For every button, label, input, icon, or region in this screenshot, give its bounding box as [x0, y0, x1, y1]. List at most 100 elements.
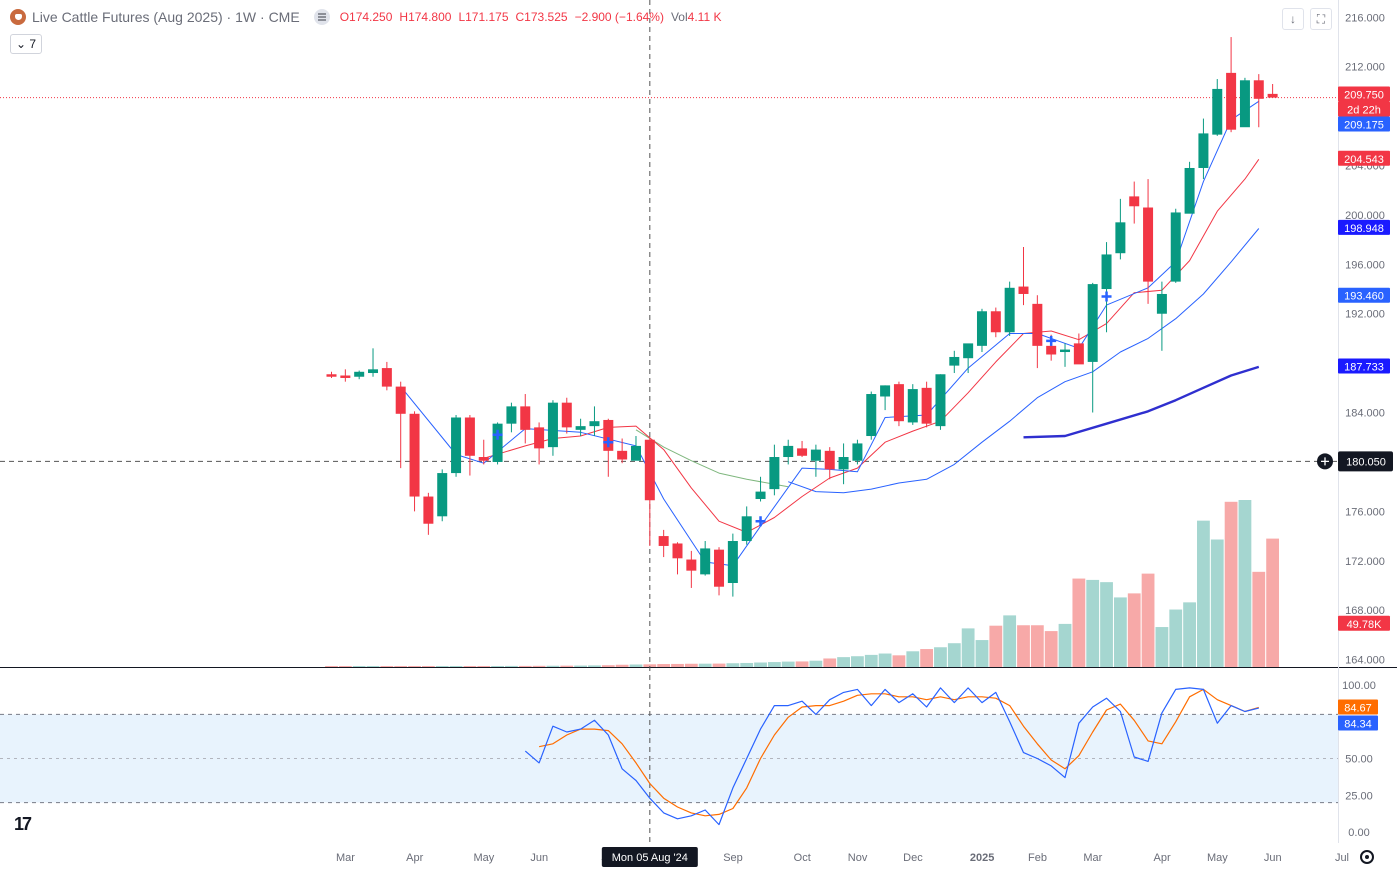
- candle-body: [700, 548, 711, 575]
- interval-label[interactable]: 1W: [235, 9, 257, 25]
- candle-body: [326, 374, 337, 377]
- volume-bar: [1224, 501, 1238, 667]
- volume-bar: [380, 666, 394, 667]
- candle-body: [1239, 80, 1250, 128]
- candle-body: [520, 406, 531, 430]
- volume-bar: [1113, 597, 1127, 667]
- stoch-tick-label: 100.00: [1342, 680, 1376, 692]
- time-tick-label: Nov: [848, 852, 868, 864]
- volume-bar: [588, 665, 601, 667]
- volume-bar: [1044, 631, 1058, 667]
- volume-bar: [435, 666, 449, 667]
- candle-body: [1143, 207, 1154, 282]
- crosshair-price-label: 180.050: [1346, 456, 1386, 468]
- volume-bar: [352, 666, 366, 667]
- close-value: C173.525: [515, 10, 568, 24]
- candle-body: [575, 426, 586, 430]
- price-tick-label: 200.000: [1345, 210, 1385, 222]
- candle-body: [893, 384, 904, 422]
- candle-body: [990, 311, 1001, 333]
- volume-bar: [906, 651, 920, 667]
- volume-bar: [671, 663, 684, 667]
- fullscreen-icon[interactable]: ⛶: [1310, 8, 1332, 30]
- candle-body: [423, 496, 434, 524]
- symbol-title[interactable]: Live Cattle Futures (Aug 2025): [32, 9, 223, 25]
- candle-body: [492, 423, 503, 462]
- gear-icon[interactable]: [1360, 850, 1374, 864]
- price-axis-label: 2d 22h: [1347, 104, 1381, 116]
- visibility-icon[interactable]: [313, 9, 330, 25]
- candle-body: [838, 457, 849, 470]
- candle-body: [561, 402, 572, 428]
- volume-bar: [823, 658, 837, 667]
- arrow-down-icon[interactable]: ↓: [1282, 8, 1304, 30]
- volume-bar: [1141, 573, 1155, 667]
- stoch-d-line: [538, 688, 1259, 817]
- signal-plus-marker: [755, 516, 766, 527]
- time-tick-label: Mar: [1083, 852, 1102, 864]
- time-tick-label: Apr: [406, 852, 423, 864]
- indicator-count: 7: [29, 37, 37, 51]
- volume-bar: [698, 663, 712, 667]
- candle-body: [755, 491, 766, 500]
- volume-bar: [394, 666, 408, 667]
- ohlc-values: O174.250 H174.800 L171.175 C173.525 −2.900 (…: [340, 10, 729, 24]
- volume-bar: [1183, 602, 1196, 667]
- volume-bar: [1266, 538, 1280, 667]
- sma-line: [635, 429, 789, 488]
- volume-bar: [851, 656, 864, 667]
- candle-body: [935, 374, 946, 427]
- candle-body: [866, 394, 877, 437]
- volume-bar: [477, 666, 491, 667]
- volume-bar: [629, 664, 643, 667]
- open-value: O174.250: [339, 10, 393, 24]
- candle-body: [797, 448, 808, 456]
- candle-body: [852, 443, 863, 461]
- volume-bar: [740, 662, 754, 667]
- candle-body: [824, 450, 835, 470]
- candle-body: [1198, 133, 1209, 168]
- candle-body: [949, 356, 960, 366]
- time-tick-label: Mar: [336, 852, 355, 864]
- indicators-toggle-button[interactable]: ⌄ 7: [10, 34, 43, 54]
- low-value: L171.175: [458, 10, 509, 24]
- price-axis-label: 193.460: [1344, 291, 1384, 303]
- price-axis-label: 187.733: [1344, 361, 1384, 373]
- volume-bar: [989, 625, 1003, 667]
- candle-body: [1170, 212, 1181, 282]
- candle-body: [880, 385, 891, 397]
- volume-bar: [574, 665, 588, 667]
- volume-bar: [560, 665, 574, 667]
- signal-plus-marker: [1101, 291, 1112, 302]
- candle-body: [644, 439, 655, 501]
- volume-bar: [892, 655, 906, 667]
- crosshair-price-box: [1338, 451, 1393, 472]
- volume-bar: [1238, 500, 1252, 667]
- price-axis-label-box: [1338, 116, 1390, 132]
- time-tick-label: Jun: [530, 852, 548, 864]
- ema-mid-line: [483, 159, 1260, 533]
- candle-body: [589, 421, 600, 427]
- candle-body: [1129, 196, 1140, 207]
- signal-plus-marker: [1046, 335, 1057, 346]
- volume-bar: [726, 663, 740, 667]
- volume-bar: [1086, 579, 1100, 667]
- candle-body: [409, 413, 420, 497]
- candle-body: [1115, 222, 1126, 254]
- price-tick-label: 216.000: [1345, 12, 1385, 24]
- price-axis-label-box: [1338, 615, 1390, 631]
- candle-body: [783, 445, 794, 458]
- candle-body: [658, 536, 669, 546]
- price-axis-label: 49.78K: [1347, 619, 1383, 631]
- volume-bar: [878, 653, 892, 667]
- candle-body: [354, 371, 365, 377]
- price-tick-label: 172.000: [1345, 556, 1385, 568]
- volume-bar: [1100, 582, 1113, 667]
- candle-body: [1032, 303, 1043, 346]
- candle-body: [907, 389, 918, 423]
- volume-bar: [1155, 627, 1169, 667]
- candle-body: [921, 387, 932, 424]
- candle-body: [395, 386, 406, 414]
- price-tick-label: 164.000: [1345, 655, 1385, 667]
